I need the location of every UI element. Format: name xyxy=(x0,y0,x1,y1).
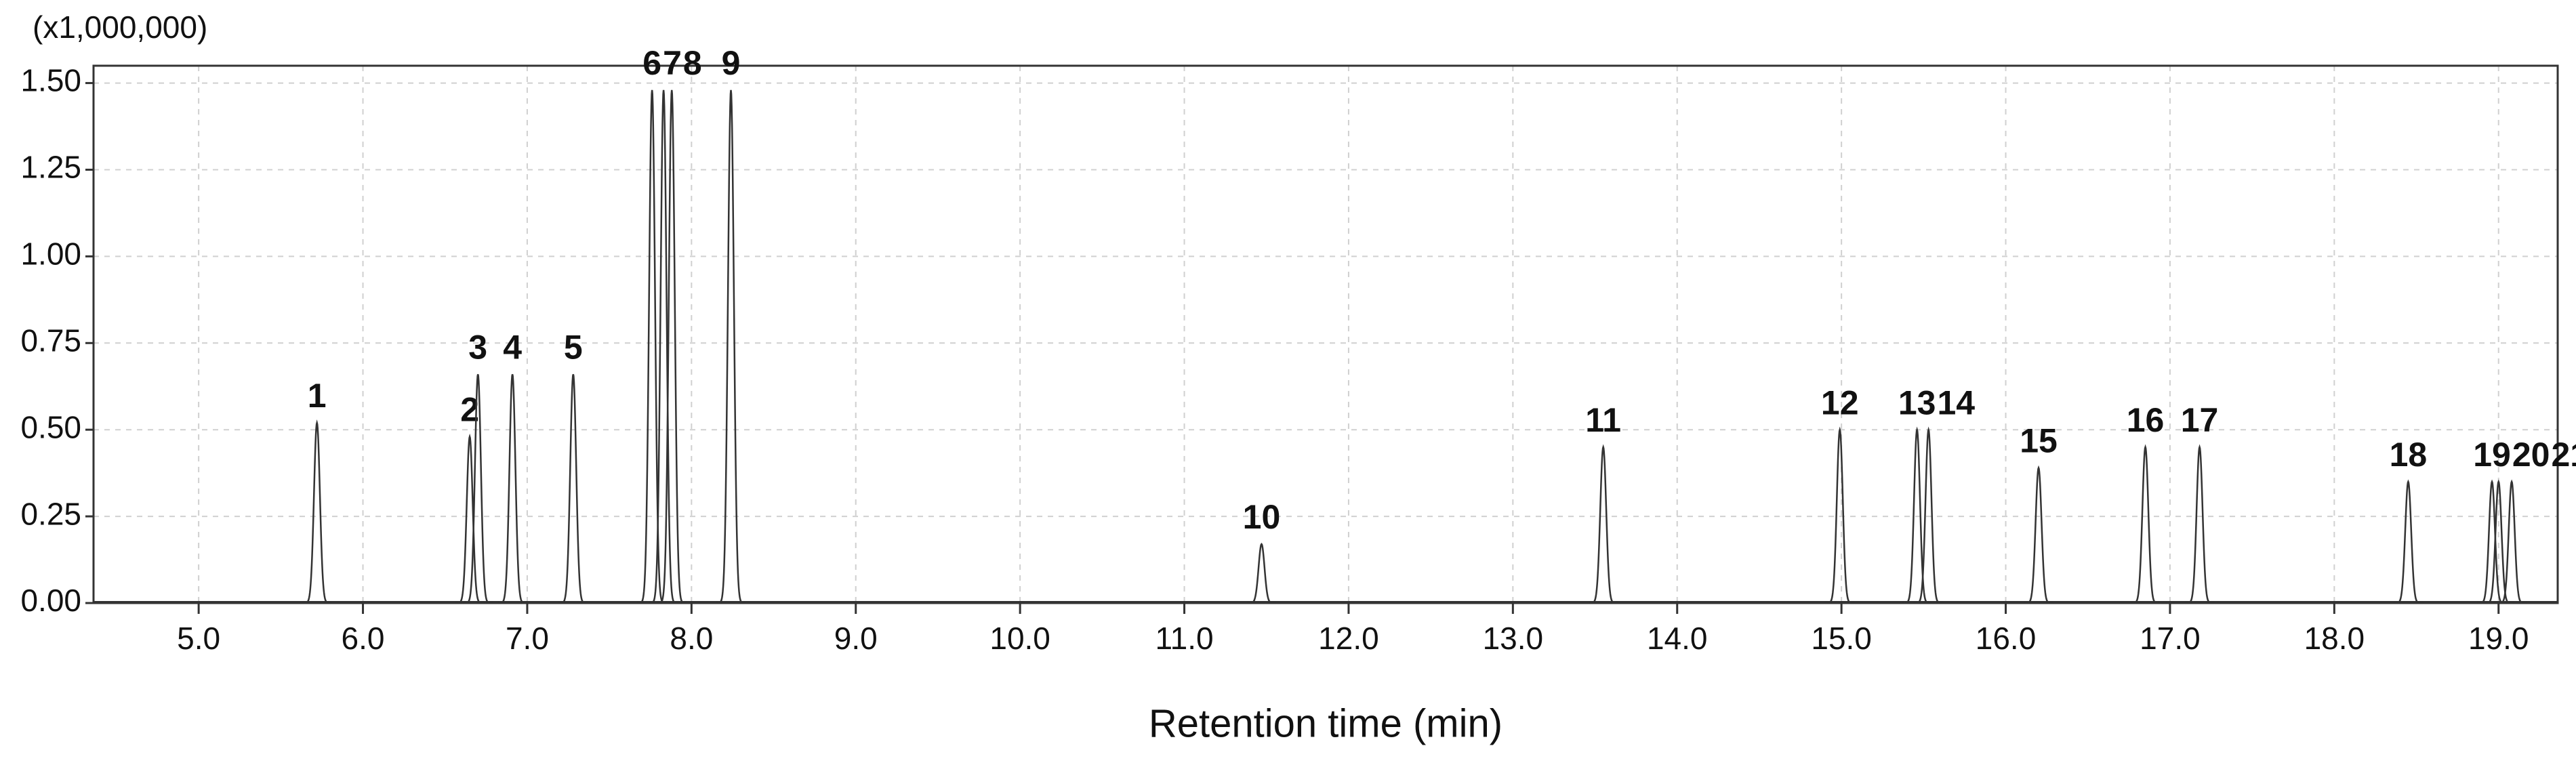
y-tick-label: 1.25 xyxy=(20,150,81,185)
peak-label: 8 xyxy=(683,44,702,82)
peak xyxy=(1246,543,1277,604)
peak xyxy=(1902,426,1932,604)
y-tick-label: 0.50 xyxy=(20,409,81,444)
x-tick-label: 9.0 xyxy=(834,621,878,656)
peak-label: 6 xyxy=(642,44,661,82)
peak xyxy=(1824,426,1855,604)
peak xyxy=(716,89,746,604)
peak-label: 5 xyxy=(564,329,583,367)
peak xyxy=(558,374,588,604)
peak xyxy=(649,89,678,604)
y-unit-label: (x1,000,000) xyxy=(33,9,207,45)
peak-label: 12 xyxy=(1821,384,1859,421)
peak xyxy=(2184,444,2215,604)
x-tick-label: 10.0 xyxy=(989,621,1050,656)
peak-label: 3 xyxy=(468,329,487,367)
x-tick-label: 5.0 xyxy=(177,621,220,656)
peak-label: 11 xyxy=(1585,401,1621,439)
peak-label: 15 xyxy=(2020,422,2058,460)
peak xyxy=(2483,479,2514,604)
x-tick-label: 6.0 xyxy=(342,621,385,656)
x-tick-label: 14.0 xyxy=(1647,621,1708,656)
y-tick-label: 1.50 xyxy=(20,63,81,98)
peak xyxy=(1913,426,1944,604)
peak xyxy=(2130,444,2161,604)
peak-label: 17 xyxy=(2181,401,2219,439)
peak-label: 18 xyxy=(2390,436,2428,474)
x-tick-label: 8.0 xyxy=(670,621,713,656)
peak xyxy=(497,374,527,604)
x-axis-title: Retention time (min) xyxy=(1149,701,1502,745)
peak xyxy=(455,433,485,604)
peak xyxy=(302,419,332,604)
x-tick-label: 16.0 xyxy=(1976,621,2037,656)
x-tick-label: 11.0 xyxy=(1155,621,1213,656)
peak-label: 13 xyxy=(1898,384,1936,421)
peak-label: 10 xyxy=(1243,498,1281,536)
peak xyxy=(2024,465,2053,604)
y-tick-label: 0.75 xyxy=(20,323,81,358)
peak-label: 19 xyxy=(2473,436,2511,474)
x-tick-label: 19.0 xyxy=(2468,621,2529,656)
y-tick-label: 0.00 xyxy=(20,583,81,618)
peak xyxy=(2497,479,2527,604)
plot-frame xyxy=(92,64,2559,604)
peak xyxy=(657,89,687,604)
peak-label: 21 xyxy=(2551,436,2576,474)
x-tick-label: 17.0 xyxy=(2140,621,2201,656)
peak xyxy=(1588,444,1618,604)
x-tick-label: 15.0 xyxy=(1811,621,1872,656)
y-tick-label: 0.25 xyxy=(20,496,81,531)
peak-label: 1 xyxy=(308,377,327,415)
x-tick-label: 7.0 xyxy=(506,621,549,656)
peak-label: 4 xyxy=(503,329,522,367)
x-tick-label: 13.0 xyxy=(1483,621,1544,656)
x-tick-label: 12.0 xyxy=(1318,621,1379,656)
peak-label: 7 xyxy=(663,44,682,82)
peak-label: 16 xyxy=(2127,401,2165,439)
peak-label: 20 xyxy=(2512,436,2550,474)
peak-label: 9 xyxy=(722,44,741,82)
peak-label: 14 xyxy=(1937,384,1975,421)
peak xyxy=(463,374,493,604)
y-tick-label: 1.00 xyxy=(20,236,81,272)
x-tick-label: 18.0 xyxy=(2304,621,2365,656)
peak xyxy=(2393,479,2424,604)
